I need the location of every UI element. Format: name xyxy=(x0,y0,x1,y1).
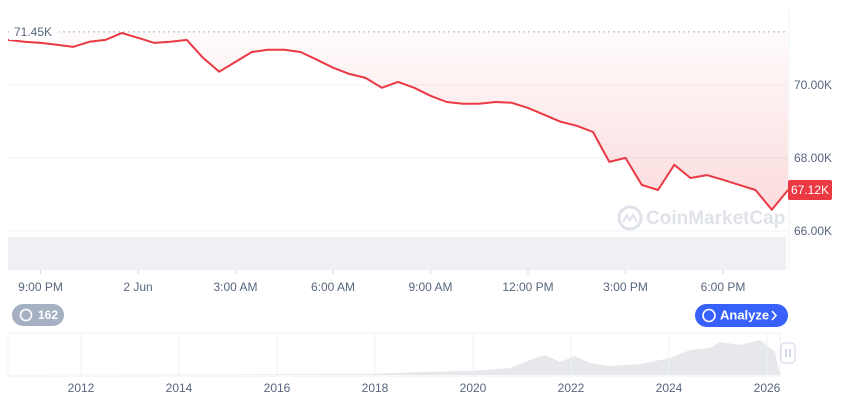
navigator-year: 2018 xyxy=(362,381,389,395)
price-tag xyxy=(788,180,832,201)
reference-label-bg xyxy=(9,23,59,40)
watermark: CoinMarketCap xyxy=(617,205,785,231)
navigator-year: 2014 xyxy=(166,381,193,395)
series xyxy=(7,31,789,211)
analyze-bg[interactable] xyxy=(695,304,788,327)
price-tag-label: 67.12K xyxy=(791,183,829,197)
x-tick-label: 3:00 PM xyxy=(603,280,648,294)
volume-band xyxy=(8,237,786,270)
navigator-handle[interactable] xyxy=(780,342,796,364)
navigator-year: 2022 xyxy=(558,381,585,395)
x-tick-label: 6:00 AM xyxy=(311,280,355,294)
navigator xyxy=(7,332,796,377)
price-line xyxy=(7,32,789,211)
x-tick-label: 2 Jun xyxy=(123,280,152,294)
area-fill xyxy=(8,31,788,210)
navigator-year: 2012 xyxy=(68,381,95,395)
navigator-year: 2026 xyxy=(754,381,781,395)
reference-label: 71.45K xyxy=(14,25,52,39)
navigator-area xyxy=(8,340,780,375)
x-tick-label: 12:00 PM xyxy=(502,280,553,294)
x-tick-label: 9:00 PM xyxy=(18,280,63,294)
history-badge[interactable]: 162 xyxy=(12,304,64,326)
analyze-chevron xyxy=(771,310,778,321)
navigator-year: 2020 xyxy=(460,381,487,395)
watermark-text: CoinMarketCap xyxy=(646,208,785,229)
navigator-year: 2024 xyxy=(656,381,683,395)
y-tick-label: 70.00K xyxy=(794,78,832,92)
x-tick-label: 6:00 PM xyxy=(701,280,746,294)
analyze-text: Analyze xyxy=(720,307,769,322)
analyze-button[interactable]: Analyze xyxy=(695,304,788,327)
x-tick-label: 9:00 AM xyxy=(408,280,452,294)
x-tick-label: 3:00 AM xyxy=(213,280,257,294)
badge-text: 162 xyxy=(38,308,58,322)
badge-icon xyxy=(19,308,33,322)
navigator-year: 2016 xyxy=(264,381,291,395)
analyze-icon xyxy=(702,308,716,323)
y-tick-label: 68.00K xyxy=(794,151,832,165)
y-tick-label: 66.00K xyxy=(794,224,832,238)
